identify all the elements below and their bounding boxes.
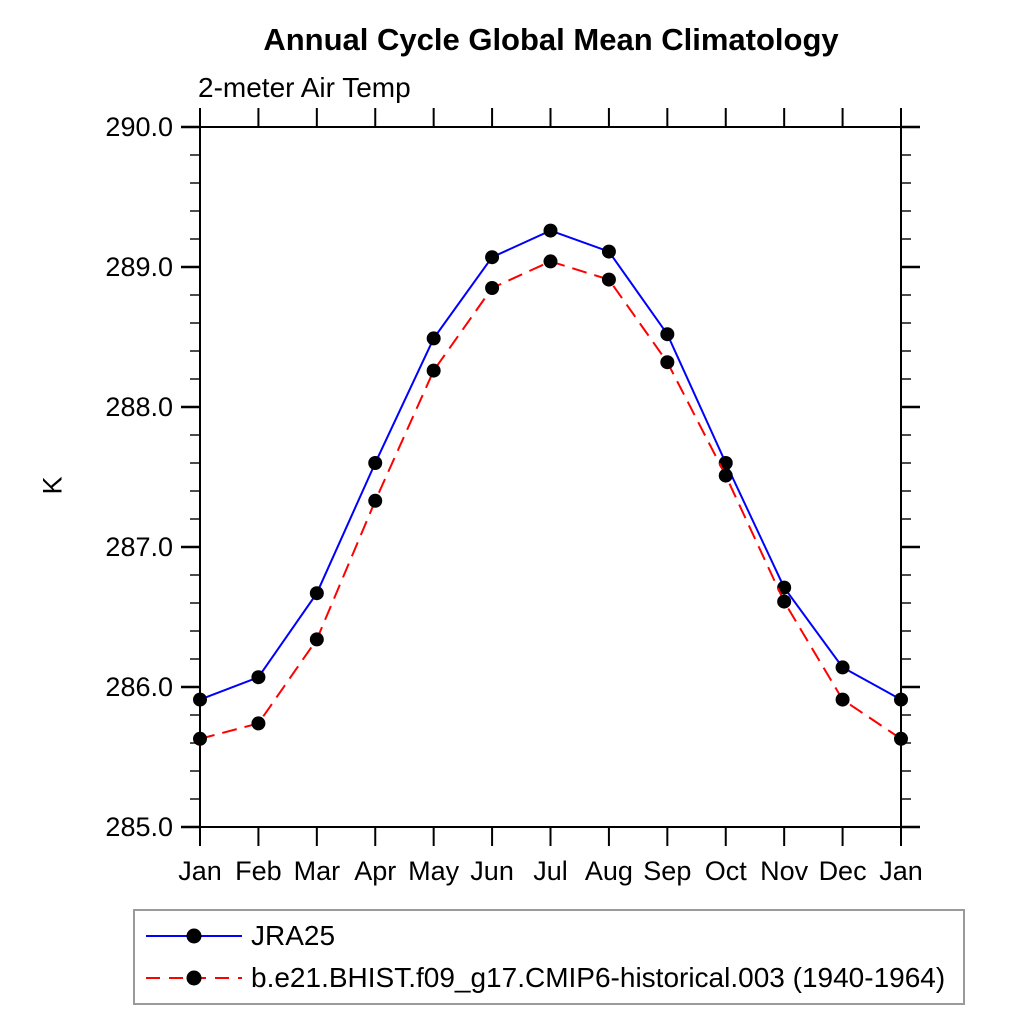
x-tick-label: Aug <box>585 856 633 886</box>
x-tick-label: Jan <box>178 856 222 886</box>
data-point-marker <box>660 327 675 342</box>
data-point-marker <box>309 586 324 601</box>
data-point-marker <box>251 716 266 731</box>
series-model <box>193 254 908 746</box>
data-point-marker <box>309 632 324 647</box>
legend-marker-dot <box>186 970 202 986</box>
data-point-marker <box>894 731 908 746</box>
data-point-marker <box>777 594 792 609</box>
x-tick-label: Jan <box>879 856 923 886</box>
data-point-marker <box>251 670 266 685</box>
chart-title: Annual Cycle Global Mean Climatology <box>263 22 839 57</box>
data-point-marker <box>894 692 908 707</box>
data-point-marker <box>718 456 733 470</box>
data-point-marker <box>835 660 850 675</box>
y-tick-label: 289.0 <box>105 252 173 282</box>
series-line <box>199 260 902 740</box>
data-point-marker <box>426 331 441 346</box>
x-axis-ticks: Jan Feb Mar Apr May Jun Jul Aug Sep Oct Nov Dec Jan <box>178 108 923 886</box>
y-axis-ticks: 285.0 286.0 287.0 288.0 289.0 290.0 <box>105 112 920 842</box>
x-tick-label: Feb <box>235 856 282 886</box>
legend-item-model: b.e21.BHIST.f09_g17.CMIP6-historical.003… <box>142 957 963 999</box>
x-tick-label: Oct <box>705 856 748 886</box>
data-point-marker <box>368 456 383 470</box>
x-tick-label: Jul <box>533 856 568 886</box>
legend-label-model: b.e21.BHIST.f09_g17.CMIP6-historical.003… <box>251 962 946 993</box>
y-tick-label: 287.0 <box>105 532 173 562</box>
data-point-marker <box>426 363 441 378</box>
y-tick-label: 290.0 <box>105 112 173 142</box>
legend-line-swatch-solid-blue <box>146 928 242 944</box>
data-point-marker <box>193 692 207 707</box>
y-tick-label: 285.0 <box>105 812 173 842</box>
data-point-marker <box>543 254 558 269</box>
data-point-marker <box>543 223 558 238</box>
data-point-marker <box>368 493 383 508</box>
x-tick-label: May <box>408 856 460 886</box>
data-point-marker <box>835 692 850 707</box>
legend-line-swatch-dashed-red <box>146 970 242 986</box>
data-point-marker <box>485 250 500 265</box>
data-point-marker <box>777 580 792 595</box>
x-tick-label: Sep <box>643 856 691 886</box>
data-point-marker <box>193 731 207 746</box>
legend-marker-dot <box>186 928 202 944</box>
series-line <box>199 229 902 701</box>
chart-subtitle: 2-meter Air Temp <box>198 72 411 103</box>
x-tick-label: Nov <box>760 856 809 886</box>
legend-item-jra25: JRA25 <box>142 915 963 957</box>
legend: JRA25 b.e21.BHIST.f09_g17.CMIP6-historic… <box>133 909 965 1005</box>
y-tick-label: 286.0 <box>105 672 173 702</box>
data-point-marker <box>660 355 675 370</box>
x-tick-label: Jun <box>470 856 514 886</box>
x-tick-label: Mar <box>294 856 341 886</box>
data-point-marker <box>601 244 616 259</box>
data-point-marker <box>718 468 733 483</box>
data-point-marker <box>485 281 500 295</box>
x-tick-label: Apr <box>354 856 396 886</box>
legend-label-jra25: JRA25 <box>251 920 336 951</box>
series-jra25 <box>193 223 908 707</box>
data-point-marker <box>601 272 616 287</box>
x-tick-label: Dec <box>819 856 867 886</box>
y-tick-label: 288.0 <box>105 392 173 422</box>
